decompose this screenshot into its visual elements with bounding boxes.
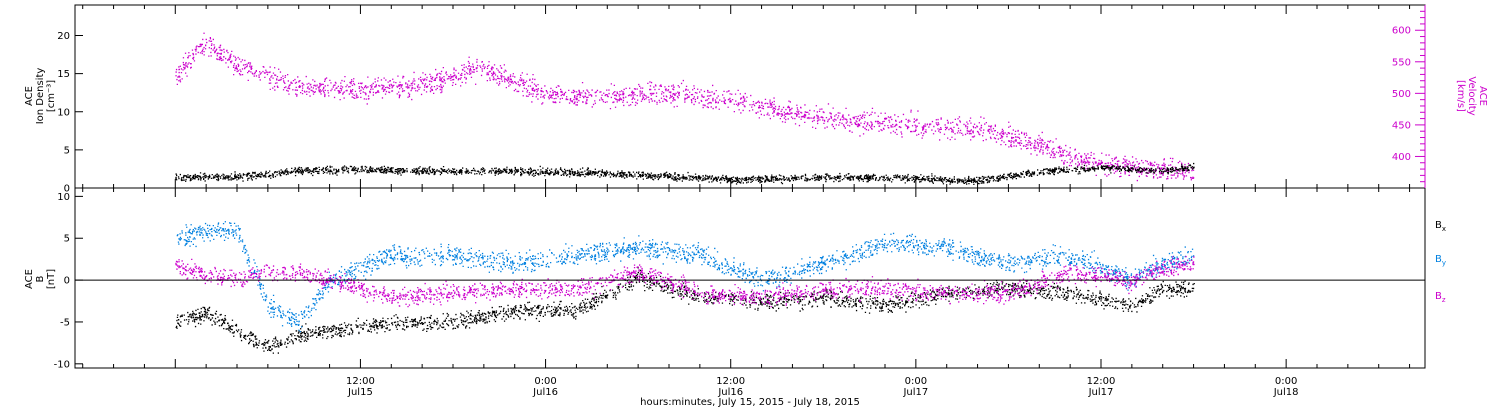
density-tick-label: 5 (64, 145, 70, 156)
field-data-points (175, 221, 1195, 354)
field-axis: -10 -5 0 5 10 (54, 192, 83, 370)
plasma-data-points (175, 32, 1195, 185)
density-series (175, 162, 1195, 185)
field-tick-label: -10 (54, 359, 70, 370)
field-label-line-3: [nT] (46, 269, 57, 289)
plasma-panel-frame (74, 4, 1426, 189)
bz-series (175, 256, 1195, 308)
field-panel-frame (74, 187, 1426, 369)
x-tick-time-label: 12:00 (716, 376, 745, 387)
velocity-tick-label: 450 (1392, 120, 1411, 131)
density-label-line-1: ACE (24, 86, 35, 106)
time-axis: 12:00Jul150:00Jul1612:00Jul160:00Jul1712… (82, 5, 1411, 398)
velocity-label-line-1: ACE (1477, 86, 1488, 106)
x-tick-date-label: Jul15 (347, 387, 373, 398)
density-label-line-2: Ion Density (35, 68, 46, 125)
x-tick-time-label: 12:00 (346, 376, 375, 387)
density-tick-label: 20 (57, 31, 70, 42)
field-tick-label: 0 (64, 276, 70, 287)
field-label-line-2: B (35, 275, 46, 282)
by-series (176, 221, 1195, 333)
x-tick-date-label: Jul16 (717, 387, 743, 398)
x-axis-title: hours:minutes, July 15, 2015 - July 18, … (640, 397, 860, 408)
x-tick-time-label: 0:00 (905, 376, 927, 387)
velocity-label-line-2: Velocity (1466, 76, 1477, 115)
legend-bx: Bx (1435, 220, 1446, 233)
field-axis-label: ACE B [nT] (24, 269, 57, 289)
field-tick-label: 5 (64, 234, 70, 245)
velocity-tick-label: 400 (1392, 152, 1411, 163)
legend-bz: Bz (1435, 291, 1446, 304)
density-tick-label: 15 (57, 69, 70, 80)
x-tick-date-label: Jul18 (1273, 387, 1299, 398)
velocity-label-line-3: [km/s] (1455, 80, 1466, 112)
x-tick-date-label: Jul17 (902, 387, 928, 398)
density-tick-label: 0 (64, 184, 70, 195)
density-axis: 0 5 10 15 20 (57, 31, 83, 195)
x-tick-time-label: 12:00 (1087, 376, 1116, 387)
x-tick-date-label: Jul17 (1088, 387, 1114, 398)
density-axis-label: ACE Ion Density [cm⁻³] (24, 68, 57, 125)
velocity-tick-label: 550 (1392, 57, 1411, 68)
density-tick-label: 10 (57, 107, 70, 118)
field-tick-label: -5 (60, 317, 70, 328)
field-label-line-1: ACE (24, 269, 35, 289)
field-tick-label: 10 (57, 192, 70, 203)
x-tick-time-label: 0:00 (534, 376, 556, 387)
x-tick-time-label: 0:00 (1275, 376, 1297, 387)
velocity-series (175, 32, 1195, 182)
velocity-axis: 400 450 500 550 600 (1392, 5, 1426, 188)
velocity-tick-label: 600 (1392, 26, 1411, 37)
velocity-tick-label: 500 (1392, 89, 1411, 100)
x-tick-date-label: Jul16 (532, 387, 558, 398)
velocity-axis-label: ACE Velocity [km/s] (1455, 76, 1488, 115)
density-label-line-3: [cm⁻³] (46, 80, 57, 112)
field-legend: Bx By Bz (1435, 220, 1446, 304)
legend-by: By (1435, 254, 1446, 267)
